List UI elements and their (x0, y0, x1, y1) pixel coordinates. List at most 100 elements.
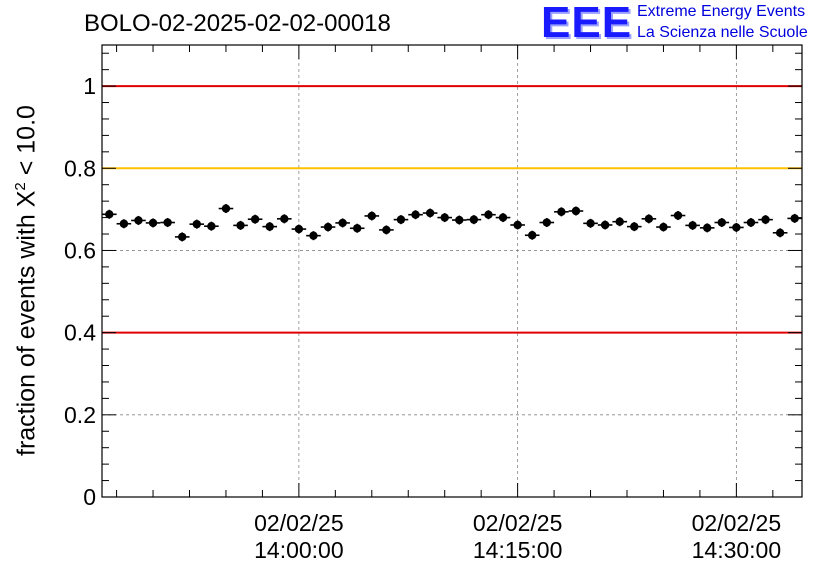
data-point (670, 211, 686, 221)
data-point-marker (761, 215, 770, 224)
x-tick-label-time: 14:15:00 (473, 537, 563, 563)
data-point-marker (207, 222, 216, 231)
plot-frame (101, 44, 803, 498)
y-tick-label: 0.2 (64, 402, 96, 428)
data-point (510, 220, 525, 230)
tick-labels: 00.20.40.60.8102/02/2514:00:0002/02/2514… (64, 73, 781, 563)
data-point (277, 214, 292, 224)
data-point (685, 220, 700, 230)
x-tick-label-date: 02/02/25 (473, 510, 563, 536)
data-point-marker (265, 222, 274, 231)
data-point (656, 222, 671, 232)
x-tick-label-time: 14:30:00 (692, 537, 782, 563)
data-point-marker (732, 223, 741, 232)
data-point-marker (455, 215, 464, 225)
data-point (481, 210, 496, 220)
data-point-marker (178, 232, 187, 242)
data-point (364, 211, 380, 221)
data-point-marker (440, 213, 449, 222)
data-point-marker (236, 221, 245, 230)
data-point-marker (425, 208, 435, 218)
data-point (787, 213, 802, 223)
data-point-marker (571, 206, 581, 216)
data-point-marker (382, 225, 391, 235)
data-point-marker (644, 214, 654, 224)
data-point-marker (323, 222, 333, 232)
eee-logo-mark: EEE (541, 0, 633, 47)
data-point-marker (367, 211, 376, 221)
data-point-marker (484, 210, 493, 219)
data-point-marker (542, 218, 551, 227)
data-point (612, 217, 627, 227)
data-point (627, 222, 642, 232)
data-point (466, 215, 482, 225)
data-point-marker (717, 218, 726, 227)
data-point-marker (586, 219, 595, 228)
data-point (247, 214, 263, 224)
y-axis-label-sup: 2 (12, 182, 29, 191)
logo-line-1: Extreme Energy Events (637, 3, 806, 20)
data-point (729, 222, 744, 232)
data-point-marker (396, 215, 406, 224)
data-point (320, 222, 336, 232)
data-point (291, 224, 307, 234)
data-point (452, 215, 467, 225)
data-point (437, 213, 452, 223)
data-point-marker (280, 214, 289, 224)
data-point (233, 220, 248, 230)
data-point (422, 208, 438, 218)
data-point-marker (309, 231, 318, 240)
data-point (743, 217, 759, 228)
data-point (583, 218, 598, 228)
axis-ticks (102, 45, 802, 498)
data-point (116, 219, 132, 229)
y-tick-label: 1 (83, 73, 96, 99)
data-point-marker (148, 218, 158, 228)
data-point-marker (338, 218, 347, 228)
data-point (758, 215, 773, 225)
data-point-marker (163, 218, 172, 227)
logo-line-2: La Scienza nelle Scuole (637, 24, 808, 41)
data-point-marker (513, 220, 522, 230)
data-point (335, 218, 350, 228)
data-point-marker (411, 210, 420, 219)
reference-lines (102, 85, 802, 334)
data-point (349, 223, 365, 233)
data-point-marker (192, 219, 201, 229)
data-point (597, 220, 613, 230)
data-point-marker (250, 215, 260, 224)
data-point-marker (630, 222, 639, 231)
data-point (218, 204, 234, 214)
data-point-marker (688, 221, 697, 230)
data-point-marker (673, 211, 683, 220)
data-point (524, 230, 540, 240)
data-point-marker (469, 215, 479, 224)
data-points (102, 204, 802, 242)
x-tick-label-date: 02/02/25 (692, 510, 782, 536)
data-point (772, 228, 788, 238)
data-point-marker (294, 224, 304, 234)
x-tick-label-time: 14:00:00 (254, 537, 344, 563)
data-point-marker (353, 224, 362, 233)
y-tick-label: 0.8 (64, 155, 96, 181)
data-point-marker (746, 218, 756, 227)
data-point (699, 223, 715, 233)
data-point (568, 206, 584, 216)
data-point (379, 225, 394, 235)
data-point-marker (221, 204, 231, 213)
data-point-marker (600, 220, 610, 230)
x-tick-label-date: 02/02/25 (254, 510, 344, 536)
data-point-marker (557, 207, 566, 217)
data-point (174, 232, 190, 242)
chart-title: BOLO-02-2025-02-02-00018 (84, 10, 391, 37)
data-point-marker (790, 214, 799, 223)
y-tick-label: 0.4 (64, 320, 96, 346)
y-axis-label-symbol: X (12, 190, 41, 208)
data-point (189, 219, 205, 229)
data-point (408, 210, 423, 220)
data-point (131, 215, 146, 225)
data-point (160, 217, 175, 228)
data-point-marker (775, 228, 785, 237)
data-point-marker (659, 222, 668, 232)
